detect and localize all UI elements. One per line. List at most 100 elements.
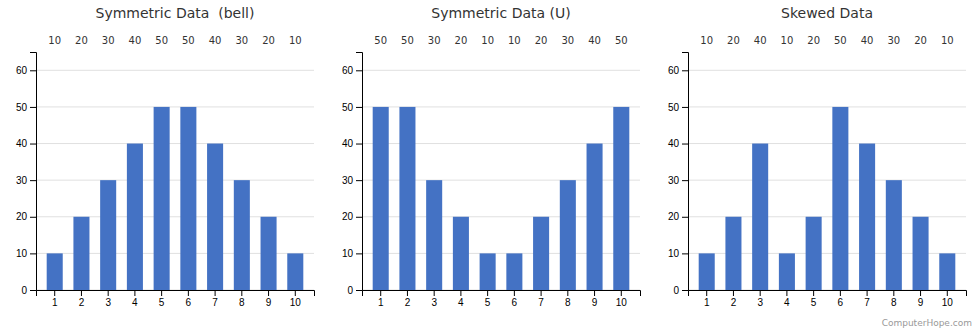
bar [560, 180, 576, 290]
tick: 10 [290, 290, 302, 308]
tick-mark [30, 217, 36, 218]
tick: 30 [16, 175, 36, 186]
bar [886, 180, 902, 290]
grid-line [36, 180, 314, 181]
tick-mark [81, 290, 82, 296]
tick-mark [893, 290, 894, 296]
tick-mark [356, 180, 362, 181]
tick-mark [487, 290, 488, 296]
bar [533, 217, 549, 290]
data-label: 50 [615, 35, 628, 46]
bar [752, 144, 768, 290]
plot: 0102030405060123456789105050302010102030… [342, 35, 641, 308]
tick-label: 30 [342, 175, 354, 186]
bar [779, 253, 795, 290]
tick-label: 60 [342, 65, 354, 76]
data-label: 20 [75, 35, 88, 46]
grid-line [36, 70, 314, 71]
data-label: 10 [481, 35, 494, 46]
tick: 50 [668, 102, 688, 113]
data-label: 10 [941, 35, 954, 46]
bar [234, 180, 250, 290]
tick: 10 [668, 248, 688, 259]
tick-mark [840, 290, 841, 296]
tick-mark [682, 217, 688, 218]
tick-mark [241, 290, 242, 296]
tick: 20 [16, 211, 36, 222]
tick: 30 [668, 175, 688, 186]
data-label: 30 [235, 35, 248, 46]
tick-label: 40 [16, 138, 28, 149]
tick-label: 1 [52, 297, 58, 308]
tick-label: 0 [673, 285, 679, 296]
tick-label: 3 [105, 297, 111, 308]
tick-label: 9 [592, 297, 598, 308]
tick-label: 8 [565, 297, 571, 308]
tick-mark [920, 290, 921, 296]
tick-mark [786, 290, 787, 296]
bar [73, 217, 89, 290]
tick: 4 [458, 290, 464, 308]
grid-line [688, 106, 966, 107]
tick: 20 [342, 211, 362, 222]
grid-line [688, 143, 966, 144]
tick-mark [161, 290, 162, 296]
tick: 20 [668, 211, 688, 222]
bar [453, 217, 469, 290]
tick-mark [682, 107, 688, 108]
tick: 60 [342, 65, 362, 76]
axis-line [363, 291, 641, 297]
tick: 2 [405, 290, 411, 308]
title: Symmetric Data (U) [431, 5, 570, 21]
tick-mark [733, 290, 734, 296]
tick-label: 9 [266, 297, 272, 308]
tick-label: 10 [616, 297, 628, 308]
data-label: 50 [834, 35, 847, 46]
tick-label: 4 [784, 297, 790, 308]
data-labels: 50503020101020304050 [374, 35, 627, 46]
data-labels: 10204010205040302010 [700, 35, 953, 46]
data-labels: 10203040505040302010 [48, 35, 301, 46]
tick: 7 [212, 290, 218, 308]
tick-label: 30 [668, 175, 680, 186]
tick-label: 60 [16, 65, 28, 76]
tick: 0 [347, 285, 362, 296]
tick-label: 10 [290, 297, 302, 308]
panel: 0102030405060123456789101020401020504030… [668, 5, 967, 308]
tick: 4 [784, 290, 790, 308]
tick: 1 [378, 290, 384, 308]
tick-label: 6 [186, 297, 192, 308]
data-label: 20 [262, 35, 275, 46]
tick: 10 [942, 290, 954, 308]
data-label: 50 [374, 35, 387, 46]
tick-label: 0 [21, 285, 27, 296]
tick-mark [30, 144, 36, 145]
tick: 40 [668, 138, 688, 149]
watermark: ComputerHope.com [882, 318, 972, 328]
tick: 3 [431, 290, 437, 308]
tick-label: 5 [811, 297, 817, 308]
data-label: 50 [155, 35, 168, 46]
bars [699, 107, 956, 290]
tick-mark [706, 290, 707, 296]
data-label: 40 [209, 35, 222, 46]
tick: 3 [105, 290, 111, 308]
data-label: 10 [48, 35, 61, 46]
tick-label: 1 [378, 297, 384, 308]
axis-line [682, 53, 689, 291]
y-axis: 0102030405060 [668, 53, 689, 296]
tick-label: 5 [159, 297, 165, 308]
tick-label: 1 [704, 297, 710, 308]
tick: 2 [731, 290, 737, 308]
tick-mark [867, 290, 868, 296]
data-label: 30 [561, 35, 574, 46]
bar [287, 253, 303, 290]
tick: 8 [565, 290, 571, 308]
tick-label: 10 [942, 297, 954, 308]
tick: 1 [52, 290, 58, 308]
data-label: 20 [914, 35, 927, 46]
bar [832, 107, 848, 290]
tick: 9 [266, 290, 272, 308]
tick-label: 30 [16, 175, 28, 186]
bar [426, 180, 442, 290]
